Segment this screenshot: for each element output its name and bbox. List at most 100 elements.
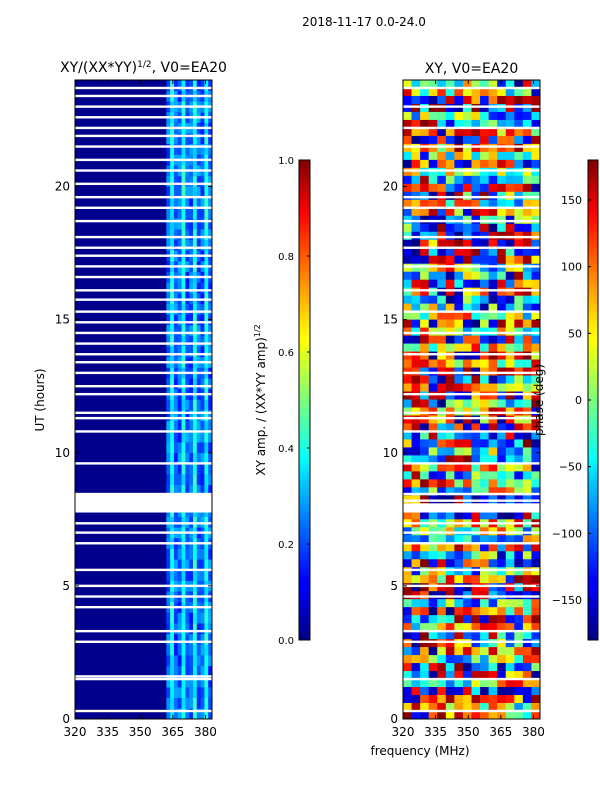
right-phase-cell [471,135,481,145]
left-band-cell [192,623,198,635]
right-phase-cell [471,343,481,352]
right-phase-cell [411,255,421,265]
right-phase-cell [480,439,489,448]
right-phase-cell [488,455,498,464]
right-phase-cell [403,399,412,408]
right-phase-cell [480,223,489,233]
right-phase-cell [480,80,489,89]
left-band-cell [204,207,209,219]
left-band-cell [185,229,190,241]
right-phase-cell [462,607,472,616]
right-phase-cell [403,223,412,233]
left-band-cell [192,186,198,198]
left-gap-line [75,361,212,364]
right-phase-cell [497,607,507,616]
right-phase-cell [462,167,472,177]
left-band-cell [181,303,186,315]
right-phase-cell [445,639,455,648]
left-band-cell [200,442,205,454]
right-phase-cell [437,103,447,113]
right-phase-cell [462,535,472,544]
right-phase-cell [437,351,447,360]
left-band-cell [177,708,182,719]
right-phase-cell [514,479,524,488]
right-phase-cell [488,351,498,360]
left-band-cell [192,207,198,219]
right-phase-cell [531,551,540,560]
right-phase-cell [505,175,515,185]
right-phase-cell [497,647,507,656]
right-phase-cell [480,447,489,456]
right-phase-cell [531,335,540,344]
right-phase-cell [428,439,438,448]
left-band-cell [204,303,209,315]
right-phase-cell [403,263,412,272]
right-phase-cell [480,695,489,704]
left-band-cell [185,559,190,571]
right-phase-cell [411,647,421,656]
left-band-cell [173,80,179,91]
right-phase-cell [411,103,421,113]
right-phase-cell [437,287,447,296]
right-phase-cell [488,703,498,712]
right-phase-cell [411,655,421,664]
right-phase-cell [522,631,532,640]
right-phase-cell [505,271,515,280]
right-phase-cell [497,295,507,304]
left-band-cell [204,687,209,698]
right-phase-cell [420,463,429,472]
right-phase-cell [488,423,498,432]
left-band-cell [181,697,186,709]
right-phase-cell [531,631,540,640]
right-phase-cell [488,471,498,480]
right-phase-cell [462,599,472,608]
right-phase-cell [445,151,455,161]
left-band-cell [181,431,186,443]
right-phase-cell [497,119,507,129]
left-band-cell [181,633,186,645]
left-gap-line [75,134,212,138]
right-phase-cell [403,359,412,368]
left-band-cell [170,207,175,219]
right-phase-cell [531,87,540,97]
right-phase-cell [488,271,498,280]
right-phase-cell [488,263,498,272]
right-phase-cell [522,647,532,656]
left-band-cell [166,335,171,347]
right-phase-cell [522,679,532,688]
left-band-cell [170,623,175,635]
left-band-cell [192,569,198,581]
right-phase-cell [437,559,447,568]
right-phase-cell [480,311,489,320]
right-phase-cell [420,599,429,608]
left-band-cell [173,282,179,294]
left-band-cell [181,282,186,294]
left-band-cell [189,186,194,198]
left-band-cell [185,655,190,667]
left-band-cell [196,303,201,315]
right-phase-cell [471,87,481,97]
right-xtick-label: 320 [392,725,415,739]
left-colorbar-tick-label: 0.4 [278,444,294,455]
right-phase-cell [454,87,464,97]
right-phase-cell [480,87,489,97]
right-phase-cell [411,431,421,440]
right-phase-cell [514,207,524,217]
right-phase-cell [428,239,438,249]
right-phase-cell [514,559,524,568]
right-phase-cell [462,471,472,480]
left-band-cell [192,452,198,464]
left-band-cell [189,239,194,251]
right-phase-cell [403,207,412,217]
right-phase-cell [428,135,438,145]
left-band-cell [170,218,175,230]
right-phase-cell [505,559,515,568]
left-band-cell [170,133,175,145]
right-phase-cell [531,279,540,288]
right-phase-cell [445,111,455,121]
right-phase-cell [497,423,507,432]
right-phase-cell [437,223,447,233]
right-gap-line [403,499,540,502]
right-phase-cell [497,95,507,105]
right-phase-cell [531,623,540,632]
